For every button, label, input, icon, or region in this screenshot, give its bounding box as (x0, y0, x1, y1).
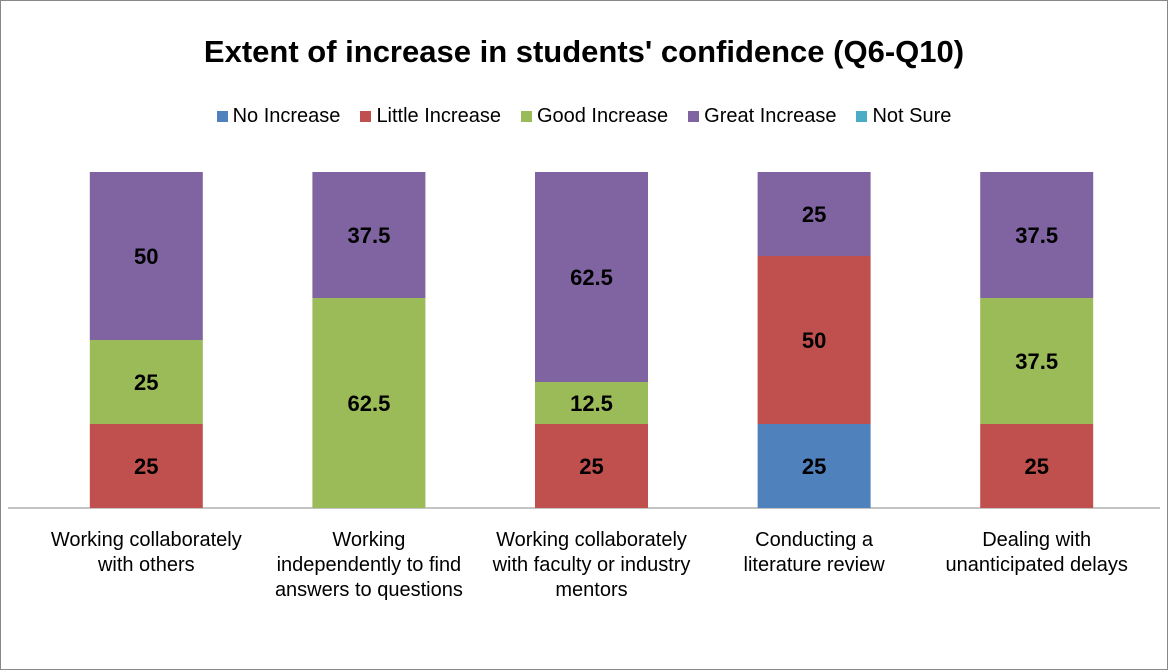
legend-item: No Increase (216, 105, 341, 128)
legend-item: Not Sure (856, 105, 951, 128)
legend-label: Little Increase (376, 105, 501, 127)
legend-swatch (856, 111, 868, 122)
bar-segment (980, 298, 1094, 424)
legend-swatch (216, 111, 228, 122)
legend-swatch (688, 111, 700, 122)
bar-segment (980, 172, 1094, 298)
bar-segment (89, 340, 203, 424)
data-label: 25 (1024, 454, 1048, 479)
bar-segment (757, 256, 871, 424)
x-tick-label: Working collaborately with faculty or in… (492, 529, 691, 601)
data-label: 25 (134, 370, 158, 395)
data-label: 37.5 (347, 223, 390, 248)
bar-segment (535, 172, 648, 382)
data-label: 50 (802, 328, 826, 353)
legend: No Increase Little Increase Good Increase G… (0, 105, 1168, 128)
legend-label: Not Sure (872, 105, 952, 127)
bar-segment (535, 424, 648, 508)
bar-segment (980, 424, 1094, 508)
bar-segment (535, 382, 648, 424)
data-label: 12.5 (570, 391, 613, 416)
legend-label: Great Increase (704, 105, 837, 127)
x-tick-label: Conducting a literature review (743, 529, 885, 576)
legend-swatch (360, 111, 372, 122)
x-tick-label: Working independently to find answers to… (274, 529, 463, 601)
bar-segment (89, 424, 203, 508)
x-tick-label: Dealing with unanticipated delays (945, 529, 1128, 576)
legend-item: Good Increase (520, 105, 669, 128)
data-label: 50 (134, 244, 158, 269)
data-label: 25 (134, 454, 158, 479)
bar-segment (89, 172, 203, 340)
data-label: 25 (579, 454, 603, 479)
chart-title: Extent of increase in students' confiden… (203, 34, 965, 69)
data-label: 25 (802, 454, 826, 479)
bar-segment (757, 424, 871, 508)
data-label: 62.5 (347, 391, 390, 416)
data-label: 62.5 (570, 265, 613, 290)
bar-segment (312, 298, 426, 508)
data-label: 37.5 (1015, 349, 1058, 374)
legend-item: Little Increase (360, 105, 501, 128)
legend-label: No Increase (232, 105, 341, 127)
x-tick-label: Working collaborately with others (50, 529, 242, 576)
bar-segment (312, 172, 426, 298)
data-label: 37.5 (1015, 223, 1058, 248)
bar-segment (757, 172, 871, 256)
legend-item: Great Increase (688, 105, 836, 128)
data-label: 25 (802, 202, 826, 227)
legend-swatch (520, 111, 532, 122)
legend-label: Good Increase (536, 105, 669, 127)
